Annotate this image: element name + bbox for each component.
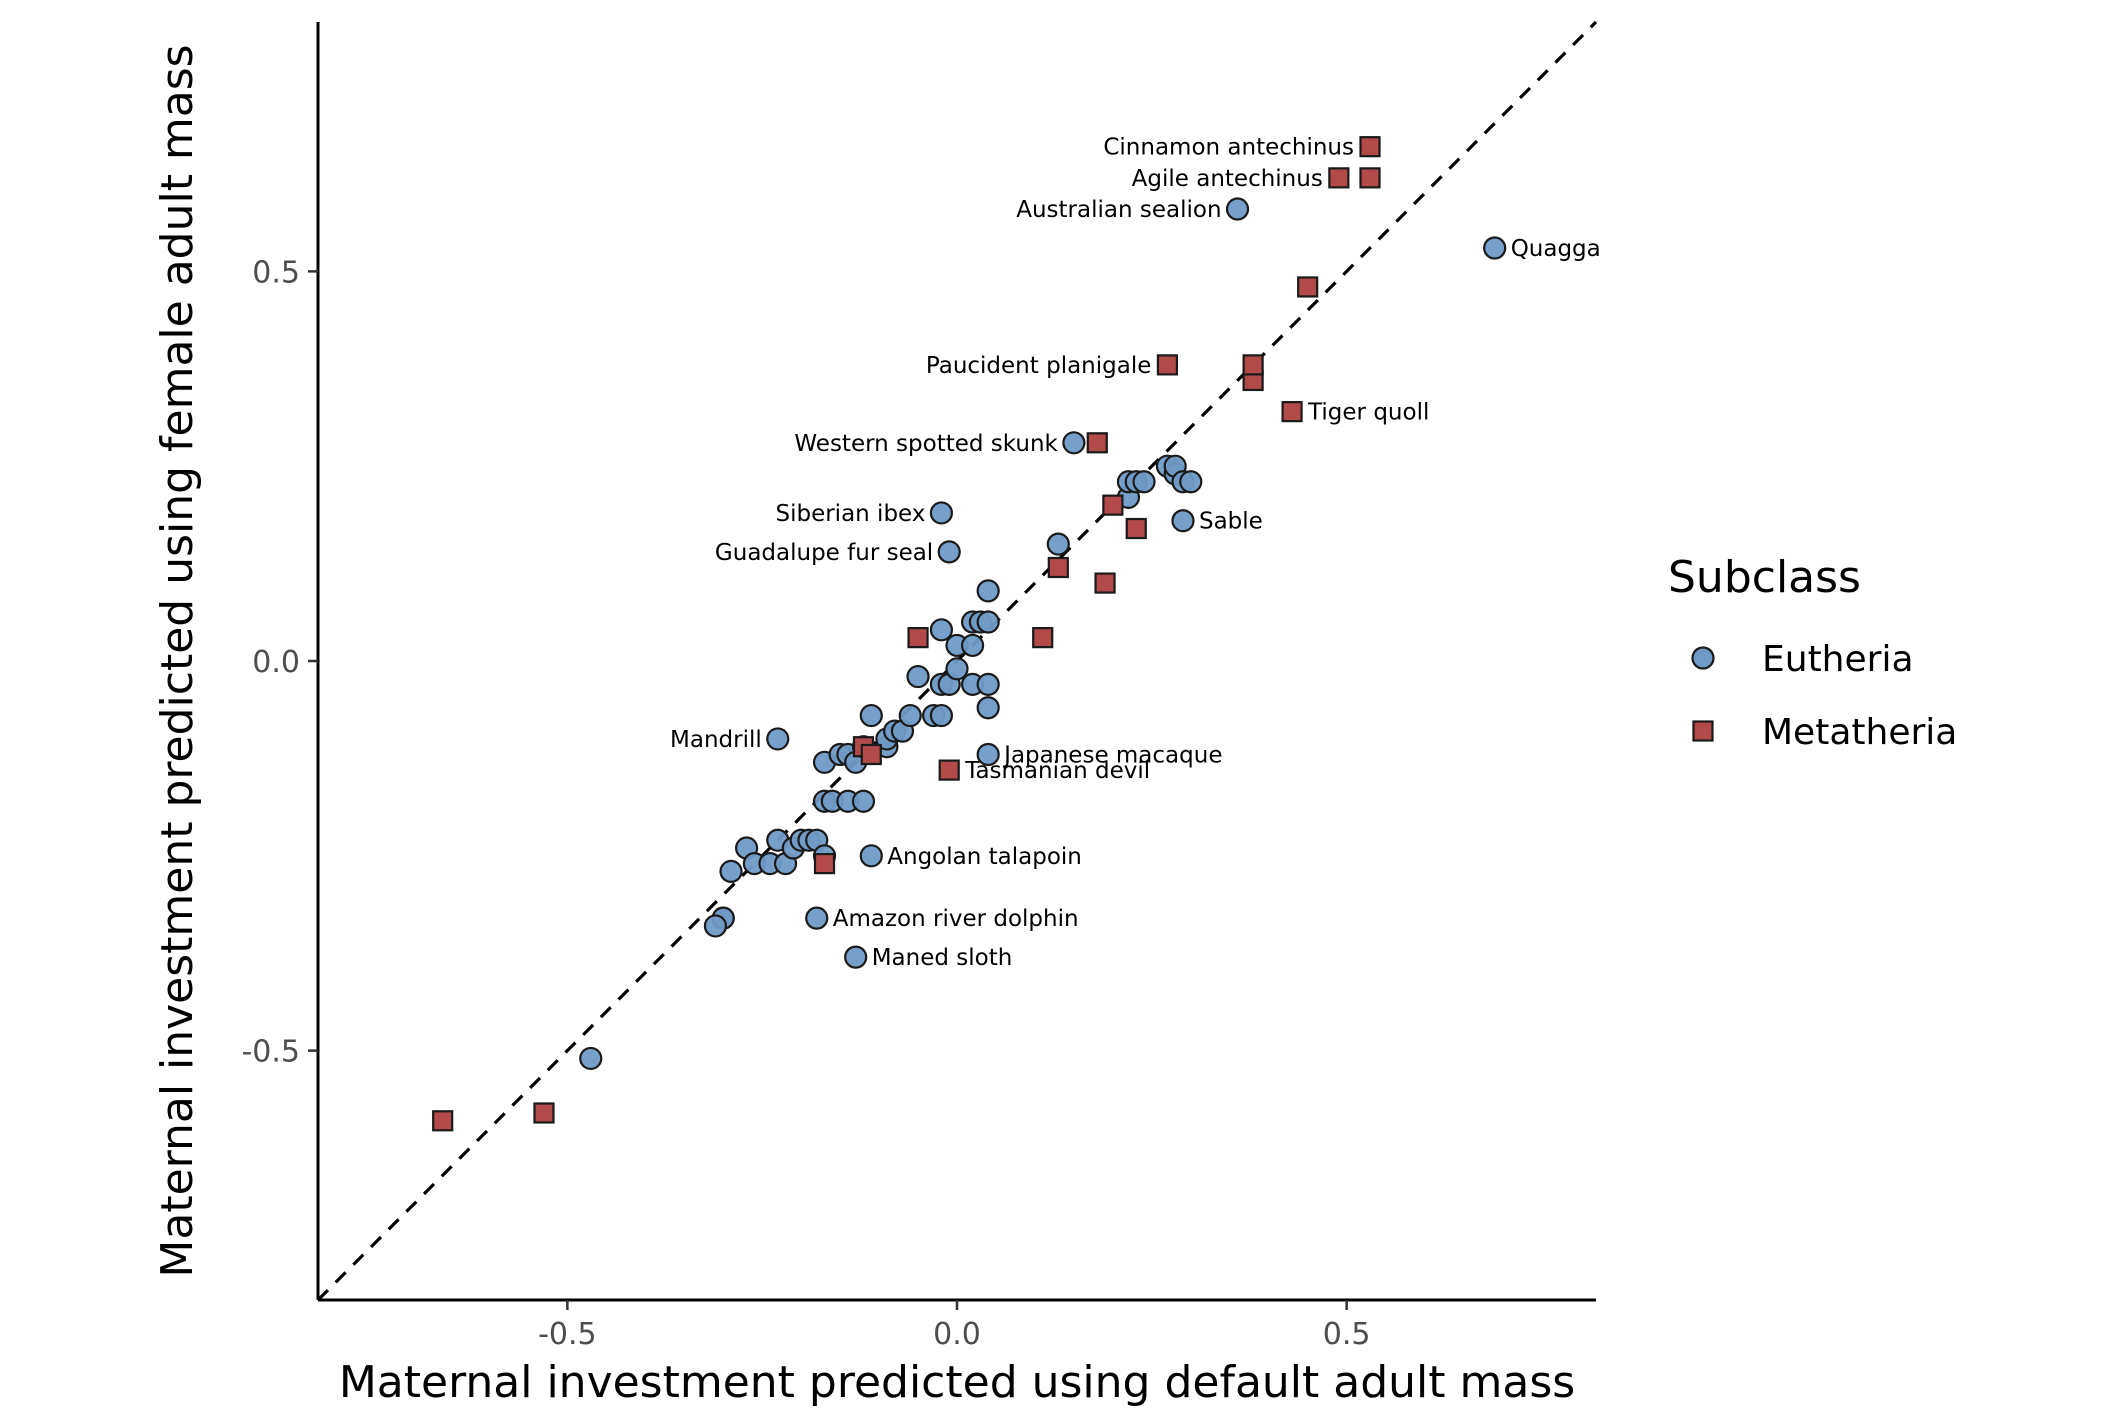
point-metatheria-1 [533, 1102, 555, 1124]
point-label: Tasmanian devil [964, 758, 1150, 784]
point-label: Maned sloth [872, 945, 1013, 971]
point-metatheria-9 [1094, 572, 1116, 594]
x-tick-label: 0.5 [1323, 1317, 1371, 1352]
point-label: Western spotted skunk [794, 431, 1058, 457]
point-eutheria-55 [1179, 470, 1203, 494]
point-eutheria-43 [976, 672, 1000, 696]
point-label: Sable [1199, 509, 1263, 535]
point-label: Guadalupe fur seal [715, 540, 933, 566]
point-eutheria-62 [929, 501, 954, 525]
point-label: Paucident planigale [926, 353, 1152, 379]
point-metatheria-11 [1125, 517, 1147, 540]
y-tick-label: 0.5 [252, 255, 300, 290]
point-label: Japanese macaque [1002, 743, 1222, 769]
point-eutheria-24 [859, 703, 883, 728]
point-eutheria-64 [1171, 509, 1195, 533]
point-metatheria-14 [1242, 354, 1264, 376]
point-eutheria-0 [579, 1046, 603, 1071]
point-metatheria-10 [1102, 494, 1124, 516]
point-label: Quagga [1511, 236, 1601, 262]
point-eutheria-61 [1062, 431, 1086, 455]
point-eutheria-41 [976, 610, 1000, 634]
point-label: Siberian ibex [775, 501, 925, 527]
legend-item-eutheria: Eutheria [1691, 639, 1914, 680]
point-metatheria-20 [1359, 136, 1381, 158]
point-eutheria-18 [851, 789, 876, 813]
point-metatheria-8 [1086, 432, 1108, 454]
point-eutheria-38 [960, 633, 985, 658]
point-label: Amazon river dolphin [833, 906, 1079, 932]
point-metatheria-4 [860, 743, 882, 766]
point-metatheria-16 [1359, 167, 1381, 189]
legend-item-metatheria: Metatheria [1692, 712, 1957, 753]
point-label: Cinnamon antechinus [1103, 135, 1354, 161]
point-eutheria-42 [976, 579, 1000, 603]
point-eutheria-56 [766, 727, 790, 751]
point-eutheria-44 [976, 696, 1000, 720]
point-metatheria-6 [1032, 627, 1054, 649]
point-eutheria-4 [719, 859, 743, 884]
legend-title: Subclass [1668, 552, 1861, 603]
legend-key-eutheria [1691, 646, 1715, 670]
point-eutheria-35 [945, 657, 969, 681]
point-eutheria-45 [929, 618, 954, 642]
point-labels-layer: Cinnamon antechinus Agile antechinus Austr… [670, 135, 1601, 971]
point-eutheria-32 [929, 703, 954, 728]
point-metatheria-18 [1156, 354, 1179, 376]
legend-key-metatheria [1692, 720, 1714, 742]
x-tick-label: 0.0 [933, 1317, 981, 1352]
point-metatheria-2 [813, 853, 836, 875]
x-tick-label: -0.5 [538, 1317, 597, 1352]
y-axis-title: Maternal investment predicted using fema… [152, 44, 203, 1277]
point-eutheria-50 [1132, 470, 1156, 494]
legend-label-metatheria: Metatheria [1762, 712, 1957, 753]
point-eutheria-29 [898, 703, 922, 728]
point-label: Mandrill [670, 727, 762, 753]
point-eutheria-30 [906, 664, 930, 689]
point-eutheria-46 [1046, 532, 1070, 556]
point-label: Tiger quoll [1307, 400, 1429, 426]
y-tick-label: 0.0 [252, 645, 300, 680]
point-eutheria-59 [805, 906, 829, 930]
axes-layer: -0.5 0.0 0.5 -0.5 0.0 0.5 [241, 22, 1596, 1352]
point-eutheria-66 [1483, 236, 1507, 260]
point-metatheria-0 [432, 1110, 454, 1132]
point-metatheria-17 [938, 759, 960, 781]
point-label: Angolan talapoin [887, 844, 1082, 870]
point-label: Agile antechinus [1132, 166, 1323, 192]
point-eutheria-63 [937, 540, 961, 564]
point-eutheria-57 [976, 742, 1000, 767]
point-metatheria-19 [1281, 401, 1303, 423]
legend: Subclass Eutheria Metatheria [1668, 552, 1957, 753]
point-eutheria-58 [859, 844, 883, 868]
point-metatheria-15 [1328, 167, 1350, 189]
point-metatheria-7 [1047, 556, 1069, 579]
point-eutheria-3 [703, 914, 728, 938]
point-metatheria-12 [1297, 276, 1319, 298]
point-eutheria-60 [844, 945, 868, 969]
legend-label-eutheria: Eutheria [1762, 639, 1914, 680]
point-eutheria-65 [1225, 197, 1250, 221]
x-axis-title: Maternal investment predicted using defa… [339, 1357, 1575, 1408]
points-layer [432, 136, 1507, 1132]
y-tick-label: -0.5 [241, 1035, 300, 1070]
point-metatheria-5 [907, 627, 929, 649]
point-label: Australian sealion [1016, 197, 1221, 223]
